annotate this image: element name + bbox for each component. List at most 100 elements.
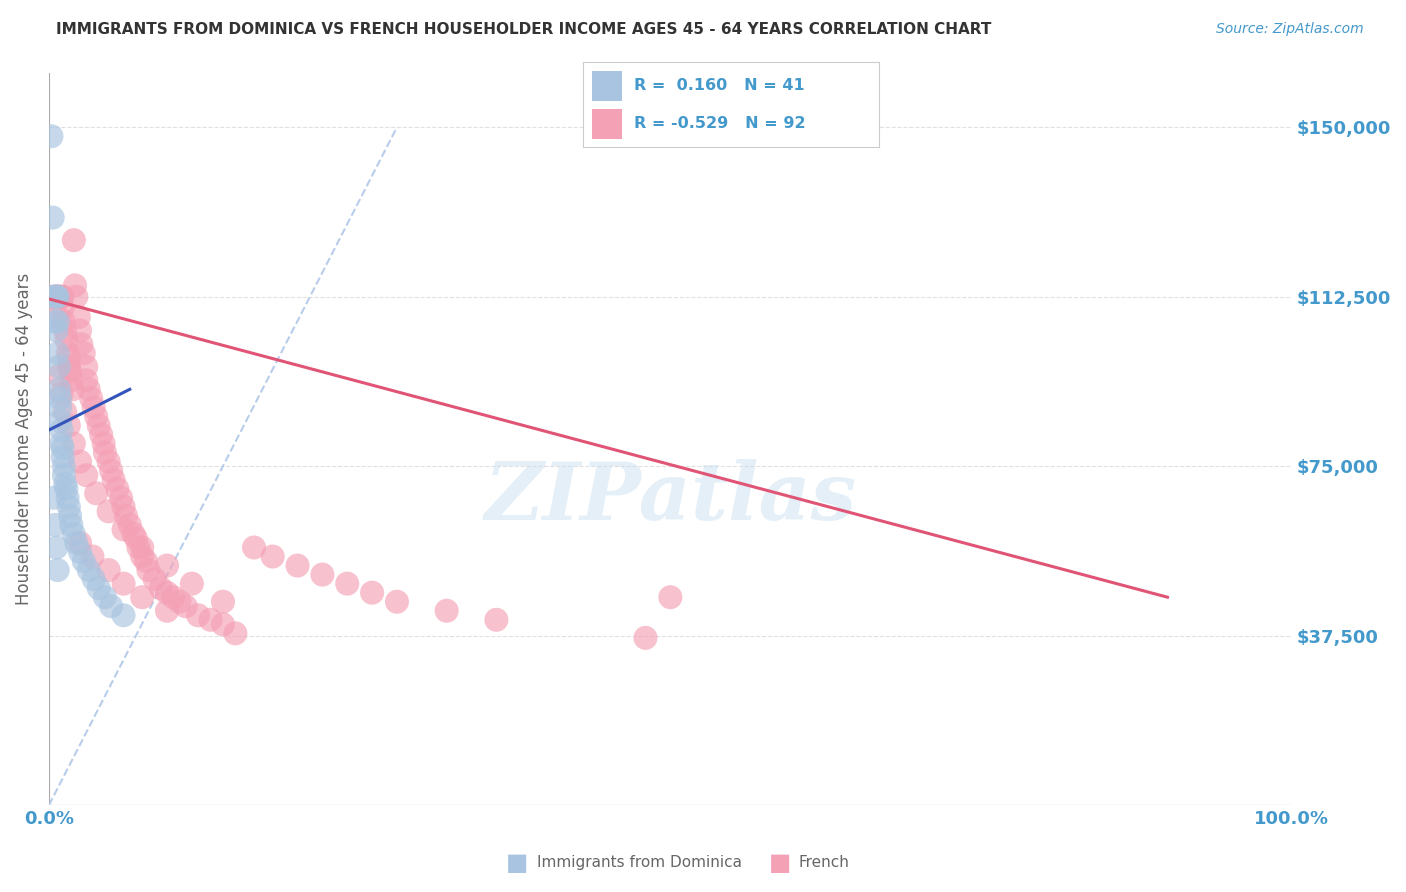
Text: ■: ■ [506,851,529,874]
Point [224,626,246,640]
Point [83,572,105,586]
Point [56,491,79,505]
Point [82,549,104,564]
Point [51,436,73,450]
Point [70,337,93,351]
Point [118,517,141,532]
Point [131,549,153,564]
Point [46,310,69,324]
Point [75,373,97,387]
Text: ZIPatlas: ZIPatlas [484,458,856,536]
Point [60,517,83,532]
Point [51,423,73,437]
Point [162,591,184,605]
Point [80,392,103,406]
Text: IMMIGRANTS FROM DOMINICA VS FRENCH HOUSEHOLDER INCOME AGES 45 - 64 YEARS CORRELA: IMMIGRANTS FROM DOMINICA VS FRENCH HOUSE… [56,22,991,37]
Point [52,290,75,304]
Point [105,482,128,496]
Point [42,290,65,304]
Point [115,508,138,523]
Point [69,324,91,338]
Point [131,591,153,605]
Point [58,500,80,514]
Point [55,333,77,347]
Point [200,613,222,627]
Point [100,599,122,614]
Point [45,290,67,304]
Point [84,486,107,500]
Point [45,324,67,338]
Point [41,129,63,144]
Point [46,290,69,304]
Point [174,599,197,614]
Point [44,314,66,328]
Point [212,617,235,632]
Point [45,290,67,304]
Point [49,401,72,415]
Point [180,576,202,591]
Point [46,563,69,577]
Bar [592,71,621,101]
Text: French: French [799,855,849,870]
Point [100,464,122,478]
Text: R =  0.160   N = 41: R = 0.160 N = 41 [634,78,804,94]
Point [52,468,75,483]
Point [262,549,284,564]
Point [361,585,384,599]
Point [97,563,120,577]
Point [69,536,91,550]
Point [44,290,66,304]
Point [55,482,77,496]
Point [112,500,135,514]
Point [49,414,72,428]
Point [90,427,112,442]
Point [44,290,66,304]
Point [48,359,70,374]
Point [42,290,65,304]
Point [87,418,110,433]
Point [135,554,157,568]
Point [53,405,76,419]
Text: ■: ■ [769,851,792,874]
Point [75,468,97,483]
Point [77,382,100,396]
Point [485,613,508,627]
Point [48,382,70,396]
Point [59,364,82,378]
Point [97,455,120,469]
Point [634,631,657,645]
Point [156,558,179,573]
Point [156,585,179,599]
Point [112,608,135,623]
Point [60,373,83,387]
Y-axis label: Householder Income Ages 45 - 64 years: Householder Income Ages 45 - 64 years [15,273,32,605]
Point [58,418,80,433]
Point [243,541,266,555]
Point [103,473,125,487]
Point [143,572,166,586]
Point [67,310,90,324]
Point [45,541,67,555]
Point [46,346,69,360]
Point [110,491,132,505]
Point [311,567,333,582]
Point [45,290,67,304]
Point [63,278,86,293]
Point [65,290,87,304]
Point [62,382,84,396]
Point [63,436,86,450]
Point [49,392,72,406]
Bar [592,109,621,139]
Point [46,290,69,304]
Point [44,517,66,532]
Point [156,604,179,618]
Point [187,608,209,623]
Point [112,576,135,591]
Point [169,595,191,609]
Point [336,576,359,591]
Point [52,450,75,464]
Point [87,581,110,595]
Text: Source: ZipAtlas.com: Source: ZipAtlas.com [1216,22,1364,37]
Point [53,477,76,491]
Point [63,527,86,541]
